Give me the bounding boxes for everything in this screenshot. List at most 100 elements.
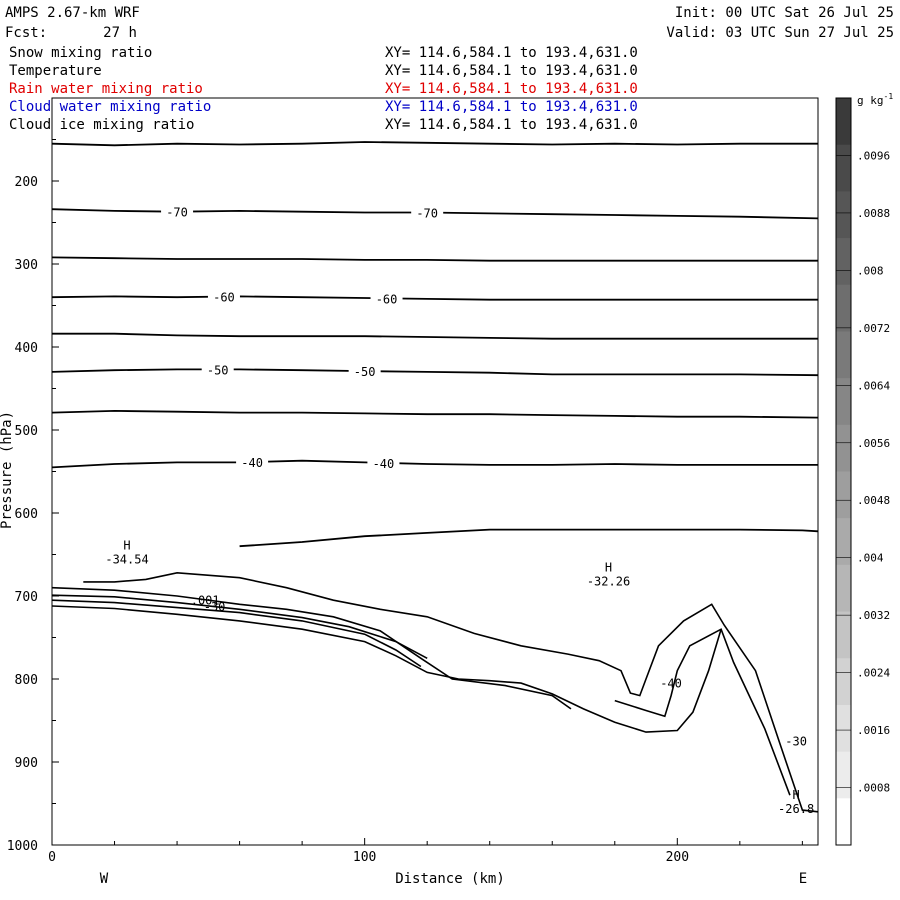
cloud-contour <box>83 571 819 813</box>
cloud-contour <box>614 628 791 796</box>
contour-label-bg <box>161 203 194 219</box>
forecast-hours: 27 h <box>103 25 137 41</box>
contour-label-bg <box>236 454 269 470</box>
colorbar-unit-exponent: -1 <box>884 92 894 101</box>
terrain-contour <box>51 586 572 710</box>
contour-label-bg <box>207 288 240 304</box>
contour-label: -30 <box>204 600 226 614</box>
high-value: -32.26 <box>587 575 630 589</box>
contour-label-bg <box>411 204 444 220</box>
contour-label-bg <box>367 454 400 470</box>
colorbar-label: .0024 <box>857 667 890 680</box>
temperature-contour <box>51 368 819 377</box>
contour-label: -70 <box>416 207 438 221</box>
colorbar-segment <box>836 518 851 566</box>
colorbar-segment <box>836 331 851 379</box>
colorbar-unit: g kg-1 <box>857 92 893 107</box>
forecast-label-text: Fcst: <box>5 25 48 41</box>
high-marker: H <box>605 561 612 575</box>
field-xy-range: XY= 114.6,584.1 to 193.4,631.0 <box>385 117 638 133</box>
colorbar-frame <box>835 97 852 846</box>
colorbar-label: .0064 <box>857 379 890 392</box>
x-tick-label: 100 <box>353 850 376 865</box>
colorbar-segment <box>836 98 851 146</box>
model-title: AMPS 2.67-km WRF <box>5 5 140 21</box>
terrain-contour <box>51 605 722 733</box>
colorbar-label: .0088 <box>857 207 890 220</box>
field-xy-range: XY= 114.6,584.1 to 193.4,631.0 <box>385 63 638 79</box>
field-name: Rain water mixing ratio <box>9 81 203 97</box>
y-axis-label: Pressure (hPa) <box>0 411 15 529</box>
temperature-contour <box>51 141 818 147</box>
contour-label: -50 <box>207 363 229 377</box>
contour-label: -40 <box>660 676 682 690</box>
contour-label: .001 <box>191 593 220 607</box>
temperature-contour <box>51 409 819 419</box>
y-tick-label: 800 <box>15 673 38 688</box>
terrain-contour <box>51 599 422 668</box>
colorbar-segment <box>836 191 851 239</box>
colorbar-segment <box>836 611 851 659</box>
contour-label: -40 <box>241 456 263 470</box>
y-tick-label: 700 <box>15 590 38 605</box>
colorbar-segment <box>836 378 851 426</box>
x-tick-label: 200 <box>666 850 689 865</box>
contour-label: -50 <box>354 365 376 379</box>
temperature-contour <box>239 528 819 548</box>
field-xy-range: XY= 114.6,584.1 to 193.4,631.0 <box>385 99 638 115</box>
colorbar-segment <box>836 751 851 799</box>
colorbar-segment <box>836 798 851 846</box>
colorbar-label: .004 <box>857 552 884 565</box>
colorbar-label: .008 <box>857 264 884 277</box>
temperature-contour <box>52 332 818 340</box>
east-label: E <box>799 871 807 887</box>
y-tick-label: 200 <box>15 175 38 190</box>
colorbar-segment <box>836 564 851 613</box>
valid-time: Valid: 03 UTC Sun 27 Jul 25 <box>666 25 894 41</box>
colorbar-label: .0096 <box>857 149 890 162</box>
colorbar-segment <box>836 471 851 519</box>
contour-label-bg <box>348 363 381 379</box>
temperature-contour <box>51 295 818 301</box>
contour-label: -60 <box>376 292 398 306</box>
high-value: -34.54 <box>105 552 148 566</box>
temperature-contour <box>51 459 818 469</box>
contour-label: -30 <box>785 734 807 748</box>
west-label: W <box>100 871 109 887</box>
field-name: Cloud ice mixing ratio <box>9 117 195 133</box>
colorbar-segment <box>836 704 851 753</box>
colorbar-label: .0032 <box>857 609 890 622</box>
colorbar-segment <box>836 424 851 472</box>
terrain-contour <box>51 594 428 660</box>
field-name: Temperature <box>9 63 102 79</box>
y-tick-label: 900 <box>15 756 38 771</box>
colorbar-segment <box>836 658 851 706</box>
colorbar-segment <box>836 284 851 332</box>
field-xy-range: XY= 114.6,584.1 to 193.4,631.0 <box>385 45 638 61</box>
field-name: Cloud water mixing ratio <box>9 99 212 115</box>
high-marker: H <box>792 788 799 802</box>
y-tick-label: 300 <box>15 258 38 273</box>
y-tick-label: 1000 <box>7 839 38 854</box>
colorbar-label: .0072 <box>857 322 890 335</box>
y-tick-label: 500 <box>15 424 38 439</box>
contour-label-bg <box>370 290 403 306</box>
high-marker: H <box>123 538 130 552</box>
temperature-contour <box>51 256 818 262</box>
contour-label: -70 <box>166 206 188 220</box>
contour-label: -60 <box>213 291 235 305</box>
colorbar-segment <box>836 144 851 192</box>
high-value: -26.8 <box>778 802 814 816</box>
colorbar-label: .0016 <box>857 724 890 737</box>
field-name: Snow mixing ratio <box>9 45 153 61</box>
colorbar-label: .0056 <box>857 437 890 450</box>
forecast-label: Fcst: 27 h <box>5 25 137 41</box>
field-xy-range: XY= 114.6,584.1 to 193.4,631.0 <box>385 81 638 97</box>
y-tick-label: 600 <box>15 507 38 522</box>
x-tick-label: 0 <box>48 850 56 865</box>
init-time: Init: 00 UTC Sat 26 Jul 25 <box>674 5 894 21</box>
colorbar-label: .0048 <box>857 494 890 507</box>
contour-label: -40 <box>373 457 395 471</box>
colorbar-segment <box>836 238 851 286</box>
